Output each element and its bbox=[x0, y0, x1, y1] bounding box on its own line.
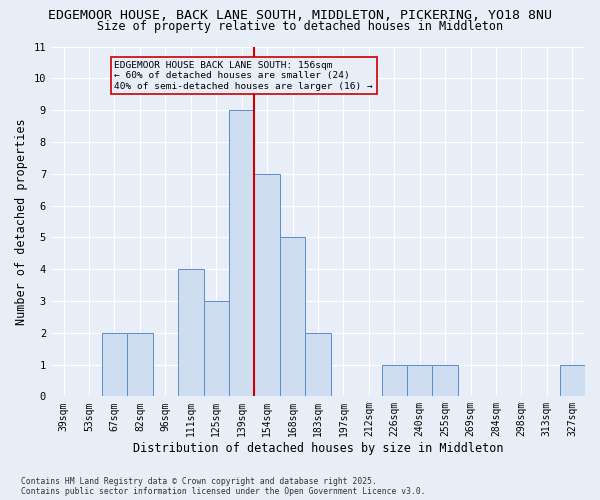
Bar bbox=[305, 332, 331, 396]
Text: Size of property relative to detached houses in Middleton: Size of property relative to detached ho… bbox=[97, 20, 503, 33]
Y-axis label: Number of detached properties: Number of detached properties bbox=[15, 118, 28, 324]
Bar bbox=[382, 364, 407, 396]
Bar bbox=[203, 301, 229, 396]
Bar bbox=[433, 364, 458, 396]
Bar bbox=[178, 269, 203, 396]
Text: Contains HM Land Registry data © Crown copyright and database right 2025.
Contai: Contains HM Land Registry data © Crown c… bbox=[21, 476, 425, 496]
X-axis label: Distribution of detached houses by size in Middleton: Distribution of detached houses by size … bbox=[133, 442, 503, 455]
Bar bbox=[102, 332, 127, 396]
Text: EDGEMOOR HOUSE, BACK LANE SOUTH, MIDDLETON, PICKERING, YO18 8NU: EDGEMOOR HOUSE, BACK LANE SOUTH, MIDDLET… bbox=[48, 9, 552, 22]
Bar bbox=[407, 364, 433, 396]
Bar bbox=[229, 110, 254, 397]
Bar bbox=[560, 364, 585, 396]
Bar bbox=[280, 238, 305, 396]
Bar bbox=[254, 174, 280, 396]
Bar bbox=[127, 332, 152, 396]
Text: EDGEMOOR HOUSE BACK LANE SOUTH: 156sqm
← 60% of detached houses are smaller (24): EDGEMOOR HOUSE BACK LANE SOUTH: 156sqm ←… bbox=[115, 61, 373, 90]
